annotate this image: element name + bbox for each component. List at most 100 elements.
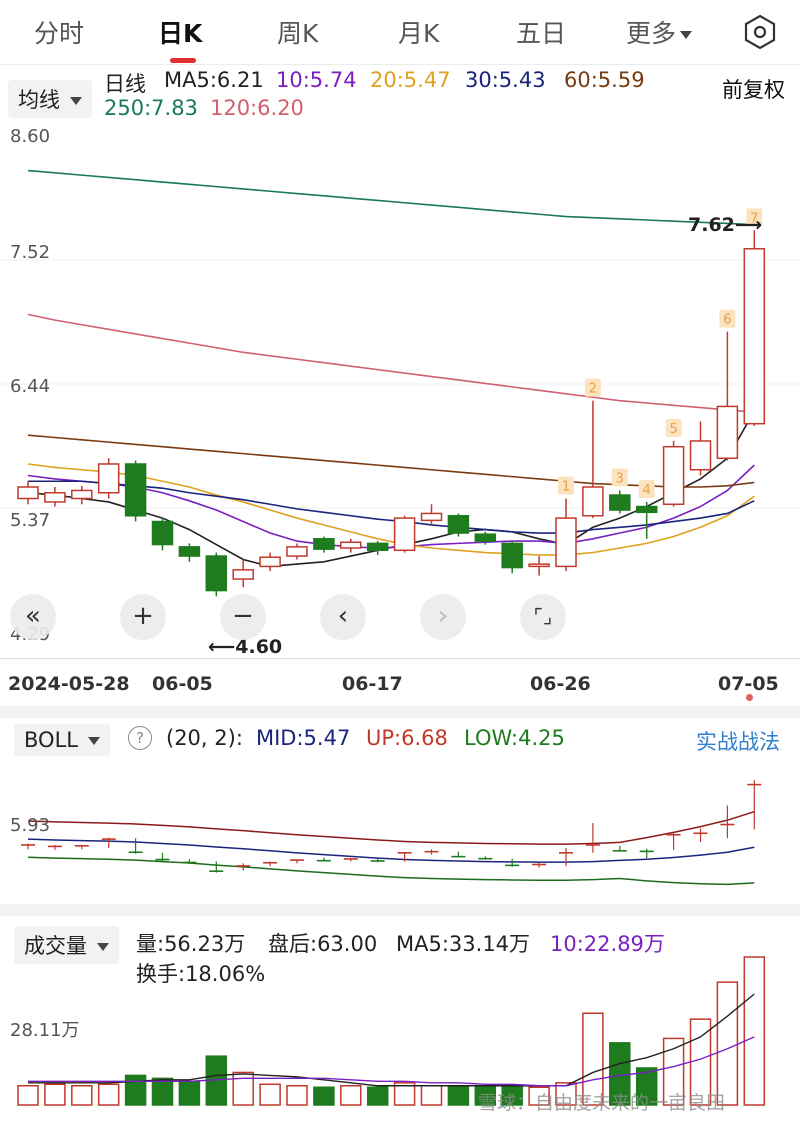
date-axis-line	[0, 658, 800, 659]
candle-body	[151, 520, 174, 546]
event-marker-label: 6	[723, 313, 731, 328]
after-hours-value: 盘后:63.00	[268, 932, 378, 956]
tab-intraday[interactable]: 分时	[34, 19, 85, 48]
candle-body	[582, 486, 604, 517]
tab-daily-k[interactable]: 日K	[158, 19, 203, 48]
strategy-link[interactable]: 实战战法	[696, 730, 780, 754]
volume-bar	[743, 956, 766, 1106]
volume-bar	[582, 1012, 604, 1106]
boll-up-value: UP:6.68	[366, 726, 448, 750]
candle-body	[528, 563, 550, 568]
candle-body	[420, 512, 443, 522]
volume-bar	[71, 1085, 93, 1106]
question-icon[interactable]: ?	[128, 726, 152, 750]
volume-ma5-value: MA5:33.14万	[396, 932, 531, 956]
candle-body	[689, 440, 712, 471]
volume-bar	[528, 1086, 550, 1106]
volume-bar	[97, 1083, 120, 1106]
candle-body	[97, 463, 120, 494]
date-axis-label: 06-26	[530, 673, 591, 695]
ma250-legend: 250:7.83	[104, 96, 198, 120]
candle-body	[743, 248, 766, 425]
candle-body	[178, 546, 201, 557]
volume-bar	[716, 981, 739, 1106]
event-marker	[719, 309, 736, 328]
price-axis-label: 6.44	[10, 376, 51, 397]
candle-body	[716, 405, 739, 459]
volume-bar	[420, 1085, 443, 1106]
volume-ma10-line	[28, 1036, 755, 1087]
ma10-legend: 10:5.74	[276, 68, 357, 92]
boll-low-line	[27, 856, 755, 886]
candle-body	[232, 569, 254, 580]
price-axis-label: 8.60	[10, 126, 51, 147]
event-marker	[746, 208, 763, 227]
event-marker-label: 7	[750, 211, 758, 226]
chevron-down-icon	[87, 737, 100, 745]
tab-weekly-k[interactable]: 周K	[277, 19, 319, 48]
volume-bar	[447, 1086, 470, 1106]
candle-body	[313, 538, 335, 550]
scroll-to-start-button[interactable]: «	[10, 594, 56, 640]
volume-bar	[474, 1086, 497, 1106]
volume-axis-label: 28.11万	[10, 1020, 80, 1041]
boll-selector[interactable]: BOLL	[14, 724, 110, 756]
candle-body	[501, 542, 523, 569]
volume-bar	[662, 1037, 685, 1106]
latest-date-dot	[746, 694, 753, 701]
date-axis-label: 06-17	[342, 673, 403, 695]
event-marker	[611, 468, 628, 487]
ma-line-ma10	[27, 464, 755, 549]
zoom-out-button[interactable]: −	[220, 594, 266, 640]
price-axis-label: 5.37	[10, 510, 51, 531]
price-axis-label: 7.52	[10, 242, 51, 263]
candle-body	[393, 517, 416, 552]
scroll-right-button[interactable]: ›	[420, 594, 466, 640]
boll-mid-line	[27, 838, 755, 863]
tab-five-day[interactable]: 五日	[516, 19, 567, 48]
ma120-legend: 120:6.20	[210, 96, 304, 120]
chevron-down-icon	[70, 97, 82, 105]
event-marker	[584, 378, 601, 397]
watermark: 雪球：自由度未来的一亩良田	[478, 1092, 726, 1114]
candle-body	[71, 489, 93, 500]
volume-bar	[17, 1085, 39, 1106]
ma20-legend: 20:5.47	[370, 68, 451, 92]
ma-selector[interactable]: 均线	[8, 80, 92, 118]
chevron-down-icon	[97, 943, 109, 951]
hexagon-gear-icon[interactable]	[742, 14, 778, 50]
volume-chart[interactable]	[0, 950, 800, 1110]
volume-bar	[313, 1086, 335, 1106]
candle-body	[662, 445, 685, 506]
volume-selector[interactable]: 成交量	[14, 926, 119, 964]
line-type-label: 日线	[104, 72, 146, 96]
candle-body	[635, 505, 658, 514]
tab-monthly-k[interactable]: 月K	[398, 19, 440, 48]
scroll-left-button[interactable]: ‹	[320, 594, 366, 640]
volume-bar	[232, 1071, 254, 1106]
ma30-legend: 30:5.43	[465, 68, 546, 92]
event-marker	[638, 479, 655, 498]
section-divider	[0, 706, 800, 718]
ma5-legend: MA5:6.21	[164, 68, 264, 92]
volume-bar	[635, 1067, 658, 1106]
boll-up-line	[27, 810, 755, 845]
event-marker	[558, 476, 574, 495]
volume-bar	[178, 1080, 201, 1106]
boll-chart[interactable]	[0, 752, 800, 902]
event-marker-label: 4	[643, 483, 651, 498]
volume-bar	[151, 1077, 174, 1106]
tab-more[interactable]: 更多	[626, 14, 693, 50]
high-price-annotation: 7.62⟶	[688, 214, 763, 236]
active-tab-underline	[170, 58, 196, 63]
candlestick-chart[interactable]: 1 2 3 4 5 6 7	[0, 120, 800, 660]
event-marker-label: 5	[669, 422, 677, 437]
boll-mid-value: MID:5.47	[256, 726, 351, 750]
candle-body	[124, 463, 147, 517]
candle-body	[609, 494, 631, 511]
adjust-mode-button[interactable]: 前复权	[722, 78, 785, 102]
fullscreen-button[interactable]: ⌜⌟	[520, 594, 566, 640]
zoom-in-button[interactable]: +	[120, 594, 166, 640]
volume-bar	[340, 1085, 362, 1106]
boll-params: (20, 2):	[166, 726, 243, 750]
